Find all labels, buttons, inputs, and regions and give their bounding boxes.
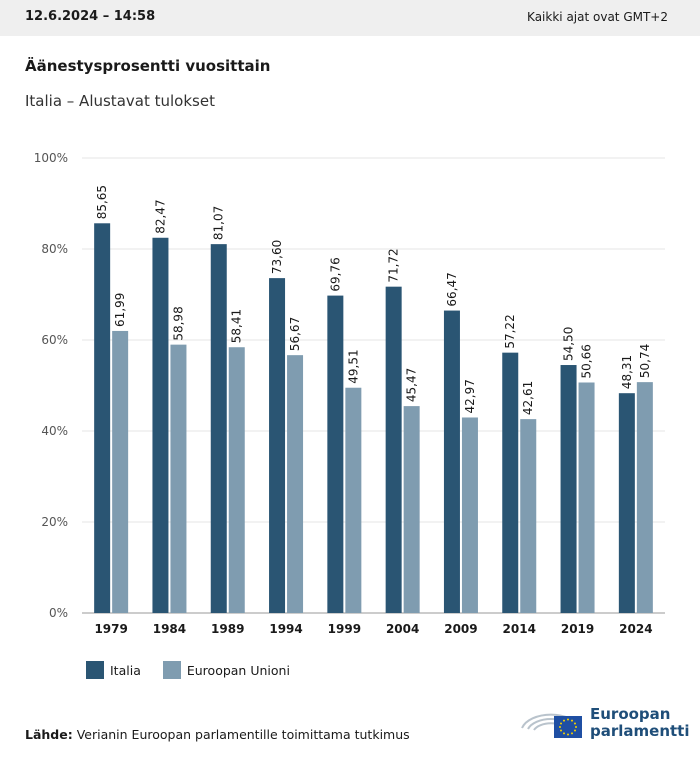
y-tick-label: 80%	[41, 242, 68, 256]
bar-italia	[443, 310, 460, 613]
data-label-italia: 73,60	[270, 240, 284, 274]
logo-text: Euroopan parlamentti	[590, 706, 690, 740]
bar-chart: 0% 20% 40% 60% 80% 100% 85,65 61,99 1979 82,47 58,…	[34, 151, 665, 636]
data-label-italia: 48,31	[620, 355, 634, 389]
bar-italia	[152, 237, 169, 613]
header-bar: 12.6.2024 – 14:58 Kaikki ajat ovat GMT+2	[0, 0, 700, 36]
x-tick-label: 2014	[503, 622, 536, 636]
bar-italia	[385, 286, 402, 613]
logo-line1: Euroopan	[590, 705, 671, 723]
y-tick-label: 100%	[34, 151, 68, 165]
parliament-emblem-icon	[521, 713, 582, 738]
bar-italia	[269, 278, 286, 613]
bar-italia	[210, 244, 227, 613]
timezone-note: Kaikki ajat ovat GMT+2	[527, 10, 668, 24]
x-tick-label: 1994	[269, 622, 302, 636]
bar-eu	[578, 382, 595, 613]
legend: Italia Euroopan Unioni	[86, 661, 312, 679]
data-label-italia: 71,72	[387, 248, 401, 282]
bar-eu	[403, 406, 420, 613]
x-tick-label: 1979	[94, 622, 127, 636]
bar-eu	[636, 382, 653, 613]
legend-item-italia: Italia	[86, 661, 141, 679]
x-tick-label: 2009	[444, 622, 477, 636]
data-label-italia: 85,65	[95, 185, 109, 219]
legend-item-eu: Euroopan Unioni	[162, 661, 290, 679]
bar-italia	[327, 295, 344, 613]
x-tick-label: 2024	[619, 622, 652, 636]
data-label-eu: 42,61	[521, 381, 535, 415]
source-note: Lähde: Verianin Euroopan parlamentille t…	[25, 727, 410, 742]
data-label-italia: 54,50	[562, 327, 576, 361]
data-label-italia: 82,47	[153, 199, 167, 233]
bar-italia	[502, 352, 519, 613]
ep-logo: Euroopan parlamentti	[518, 702, 690, 742]
y-tick-label: 60%	[41, 333, 68, 347]
data-label-eu: 49,51	[346, 349, 360, 383]
bar-italia	[94, 223, 111, 613]
x-tick-label: 1999	[328, 622, 361, 636]
y-tick-label: 40%	[41, 424, 68, 438]
x-tick-label: 1984	[153, 622, 186, 636]
datetime: 12.6.2024 – 14:58	[25, 9, 156, 24]
bar-eu	[228, 347, 245, 613]
chart-title: Äänestysprosentti vuosittain	[25, 57, 271, 75]
data-label-eu: 45,47	[405, 368, 419, 402]
bar-eu	[170, 344, 187, 613]
data-label-eu: 61,99	[113, 293, 127, 327]
bar-eu	[461, 417, 478, 613]
logo-line2: parlamentti	[590, 722, 690, 740]
bar-eu	[345, 387, 362, 613]
data-label-italia: 66,47	[445, 272, 459, 306]
data-label-italia: 69,76	[328, 257, 342, 291]
y-tick-label: 20%	[41, 515, 68, 529]
data-label-italia: 57,22	[503, 314, 517, 348]
source-text: Verianin Euroopan parlamentille toimitta…	[76, 727, 410, 742]
chart-subtitle: Italia – Alustavat tulokset	[25, 92, 215, 110]
data-label-eu: 58,98	[171, 306, 185, 340]
legend-swatch-eu	[162, 661, 181, 679]
data-label-eu: 42,97	[463, 379, 477, 413]
data-label-eu: 50,74	[638, 344, 652, 378]
legend-label-eu: Euroopan Unioni	[186, 662, 290, 678]
x-tick-label: 1989	[211, 622, 244, 636]
bar-eu	[112, 330, 129, 613]
bar-eu	[520, 419, 537, 613]
source-label: Lähde:	[25, 727, 73, 742]
data-label-eu: 58,41	[230, 309, 244, 343]
bar-italia	[618, 393, 635, 613]
data-label-italia: 81,07	[212, 206, 226, 240]
y-tick-label: 0%	[49, 606, 68, 620]
x-tick-label: 2019	[561, 622, 594, 636]
legend-label-italia: Italia	[110, 662, 141, 678]
bar-eu	[287, 355, 304, 613]
data-label-eu: 56,67	[288, 317, 302, 351]
x-tick-label: 2004	[386, 622, 419, 636]
bar-italia	[560, 365, 577, 613]
data-label-eu: 50,66	[580, 344, 594, 378]
legend-swatch-italia	[86, 661, 104, 679]
